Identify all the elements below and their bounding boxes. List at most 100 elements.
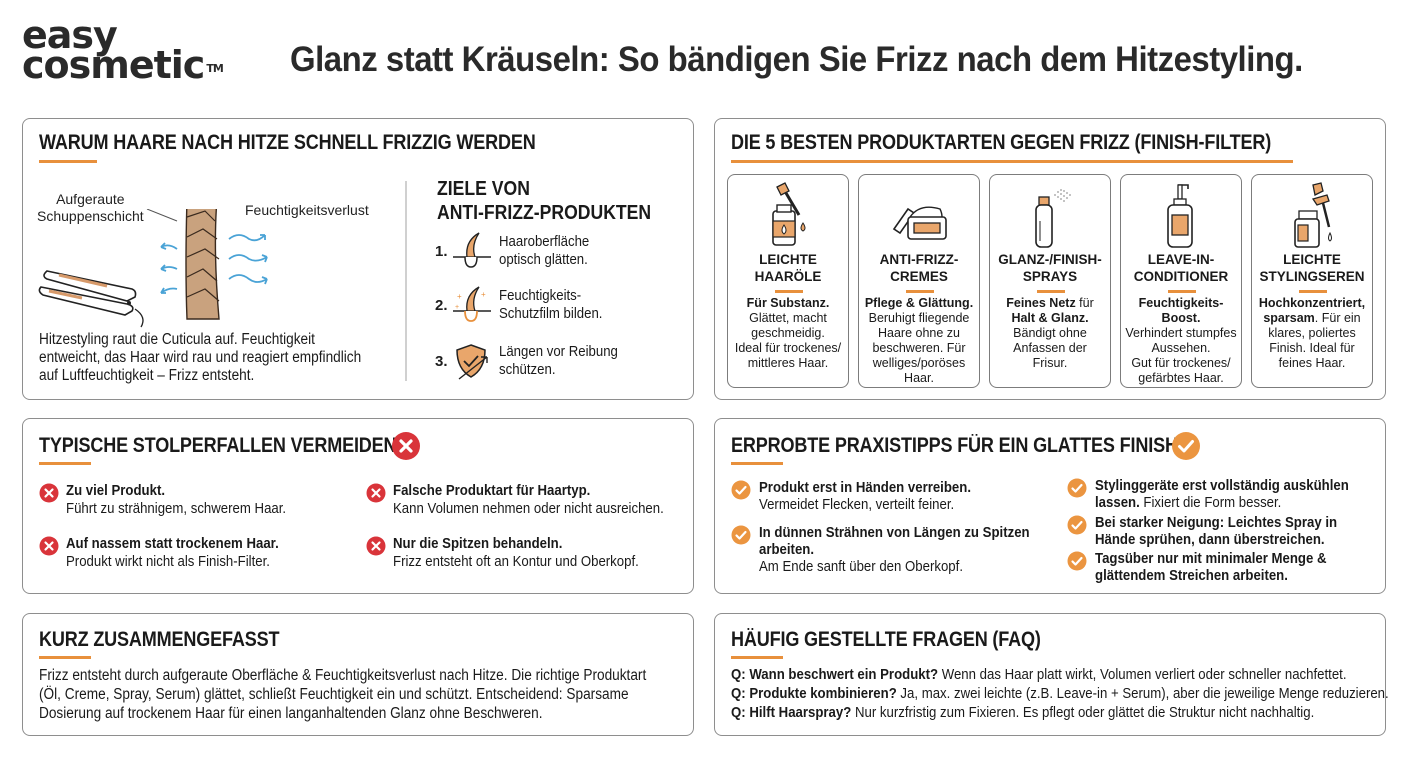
description-highlight: Pflege & Glättung. — [864, 296, 974, 310]
goal-text: Feuchtigkeits- Schutzfilm bilden. — [499, 287, 602, 323]
goal-text: Längen vor Reibung schützen. — [499, 343, 618, 379]
card-divider — [1037, 290, 1065, 293]
description-line: entweicht, das Haar wird rau und reagier… — [39, 349, 362, 366]
description-line: Verhindert stumpfes — [1125, 326, 1237, 340]
product-name-line: CREMES — [890, 269, 948, 284]
product-card-cream[interactable]: ANTI-FRIZZ- CREMES Pflege & Glättung. Be… — [858, 174, 980, 388]
description-line: Gut für trockenes/ — [1131, 356, 1231, 370]
summary-line: (Öl, Creme, Spray, Serum) glättet, schli… — [39, 686, 629, 703]
error-x-icon — [39, 536, 59, 556]
description-line: Haare ohne zu — [877, 326, 960, 340]
brand-name: cosmetic — [22, 43, 205, 87]
shield-check-icon — [456, 344, 488, 380]
panel-title: TYPISCHE STOLPERFALLEN VERMEIDEN — [39, 434, 397, 457]
description-line: mittleres Haar. — [747, 356, 829, 370]
cuticle-label: Aufgeraute Schuppenschicht — [37, 191, 144, 225]
pitfall-text: Zu viel Produkt. Führt zu strähnigem, sch… — [66, 482, 286, 518]
tip-text: Stylinggeräte erst vollständig auskühlen… — [1095, 477, 1349, 511]
product-name-line: LEICHTE — [759, 252, 817, 267]
trademark: TM — [206, 62, 223, 75]
description-line: feines Haar. — [1278, 356, 1346, 370]
cuticle-label-line: Schuppenschicht — [37, 208, 144, 224]
description-line: gefärbtes Haar. — [1138, 371, 1224, 385]
serum-dropper-icon — [1294, 182, 1332, 248]
hair-follicle-icon — [453, 232, 491, 268]
product-name: LEICHTE HAARÖLE — [728, 251, 848, 285]
description-line: Bändigt ohne — [1013, 326, 1087, 340]
product-description: Feuchtigkeits-Boost. Verhindert stumpfes… — [1123, 296, 1239, 386]
card-divider — [1168, 290, 1196, 293]
description-text: . Für ein — [1314, 311, 1361, 325]
goals-title: ZIELE VON ANTI-FRIZZ-PRODUKTEN — [437, 177, 651, 225]
description-line: Frisur. — [1032, 356, 1068, 370]
goal-number: 2. — [435, 296, 448, 314]
tip-item: Bei starker Neigung: Leichtes Spray in Hä… — [1067, 514, 1370, 548]
product-name-line: LEAVE-IN- — [1147, 252, 1215, 267]
goal-text: Haaroberfläche optisch glätten. — [499, 233, 589, 269]
tip-item: In dünnen Strähnen von Längen zu Spitzen… — [731, 524, 1067, 575]
description-text: für — [1075, 296, 1094, 310]
cream-jar-icon — [892, 206, 947, 240]
product-card-leave-in[interactable]: LEAVE-IN- CONDITIONER Feuchtigkeits-Boos… — [1120, 174, 1242, 388]
description-line: auf Luftfeuchtigkeit – Frizz entsteht. — [39, 367, 255, 384]
pitfall-text: Nur die Spitzen behandeln. Frizz entsteht… — [393, 535, 639, 571]
product-name: GLANZ-/FINISH- SPRAYS — [990, 251, 1110, 285]
product-name: ANTI-FRIZZ- CREMES — [859, 251, 979, 285]
goal-item: 3. Längen vor Reibung schützen. — [435, 341, 634, 381]
title-underline — [39, 462, 91, 465]
goal-line: schützen. — [499, 361, 556, 378]
pitfall-item: Zu viel Produkt. Führt zu strähnigem, sch… — [39, 482, 316, 518]
product-description: Für Substanz. Glättet, macht geschmeidig… — [730, 296, 846, 371]
faq-question: Q: Wann beschwert ein Produkt? — [731, 666, 939, 683]
product-name-line: STYLINGSEREN — [1259, 269, 1365, 284]
faq-panel: HÄUFIG GESTELLTE FRAGEN (FAQ) Q: Wann be… — [714, 613, 1389, 736]
product-name-line: GLANZ-/FINISH- — [998, 252, 1102, 267]
tip-title: Tagsüber nur mit minimaler Menge & — [1095, 550, 1327, 567]
faq-answer: Nur kurzfristig zum Fixieren. Es pflegt … — [851, 704, 1315, 721]
tip-title: glättendem Streichen arbeiten. — [1095, 567, 1288, 584]
tips-panel: ERPROBTE PRAXISTIPPS FÜR EIN GLATTES FIN… — [714, 418, 1386, 594]
check-circle-icon — [731, 480, 751, 500]
title-underline — [731, 462, 783, 465]
faq-item: Q: Produkte kombinieren? Ja, max. zwei l… — [731, 685, 1389, 703]
goal-number: 1. — [435, 242, 448, 260]
tip-title: arbeiten. — [759, 541, 815, 558]
cuticle-label-line: Aufgeraute — [56, 191, 125, 207]
panel-title: ERPROBTE PRAXISTIPPS FÜR EIN GLATTES FIN… — [731, 434, 1178, 457]
product-card-spray[interactable]: GLANZ-/FINISH- SPRAYS Feines Netz für Ha… — [989, 174, 1111, 388]
description-highlight: Feines Netz — [1006, 296, 1076, 310]
goals-title-line: ZIELE VON — [437, 178, 530, 200]
product-name: LEICHTE STYLINGSEREN — [1252, 251, 1372, 285]
pitfall-title: Falsche Produktart für Haartyp. — [393, 482, 591, 499]
panel-title: DIE 5 BESTEN PRODUKTARTEN GEGEN FRIZZ (F… — [731, 131, 1272, 154]
tip-title: Hände sprühen, dann überstreichen. — [1095, 531, 1325, 548]
description-highlight: Hochkonzentriert, — [1258, 296, 1366, 310]
panel-title: WARUM HAARE NACH HITZE SCHNELL FRIZZIG W… — [39, 131, 536, 154]
product-description: Hochkonzentriert, sparsam. Für ein klare… — [1254, 296, 1370, 371]
goal-line: Haaroberfläche — [499, 233, 590, 250]
description-line: Beruhigt fliegende — [868, 311, 970, 325]
tip-title: Stylinggeräte erst vollständig auskühlen — [1095, 477, 1349, 494]
product-name-line: CONDITIONER — [1133, 269, 1229, 284]
svg-text:+: + — [481, 290, 486, 299]
flat-iron-icon — [38, 270, 144, 328]
panel-title: HÄUFIG GESTELLTE FRAGEN (FAQ) — [731, 628, 1041, 651]
description-line: Aussehen. — [1151, 341, 1211, 355]
product-card-hair-oil[interactable]: LEICHTE HAARÖLE Für Substanz. Glättet, m… — [727, 174, 849, 388]
description-line: Haar. — [904, 371, 934, 385]
product-description: Feines Netz für Halt & Glanz. Bändigt oh… — [992, 296, 1108, 371]
card-divider — [1299, 290, 1327, 293]
description-line: geschmeidig. — [751, 326, 825, 340]
description-line: Anfassen der — [1013, 341, 1087, 355]
goals-title-line: ANTI-FRIZZ-PRODUKTEN — [437, 202, 652, 224]
svg-text:+: + — [455, 304, 459, 311]
product-types-panel: DIE 5 BESTEN PRODUKTARTEN GEGEN FRIZZ (F… — [714, 118, 1386, 400]
brand-line-1: easy — [22, 13, 118, 57]
faq-question: Q: Produkte kombinieren? — [731, 685, 897, 702]
product-card-serum[interactable]: LEICHTE STYLINGSEREN Hochkonzentriert, s… — [1251, 174, 1373, 388]
product-name-line: HAARÖLE — [754, 269, 822, 284]
summary-line: Dosierung auf trockenem Haar für einen l… — [39, 705, 543, 722]
goal-line: Längen vor Reibung — [499, 343, 618, 360]
check-circle-icon — [1067, 551, 1087, 571]
description-line: Hitzestyling raut die Cuticula auf. Feuc… — [39, 331, 315, 348]
